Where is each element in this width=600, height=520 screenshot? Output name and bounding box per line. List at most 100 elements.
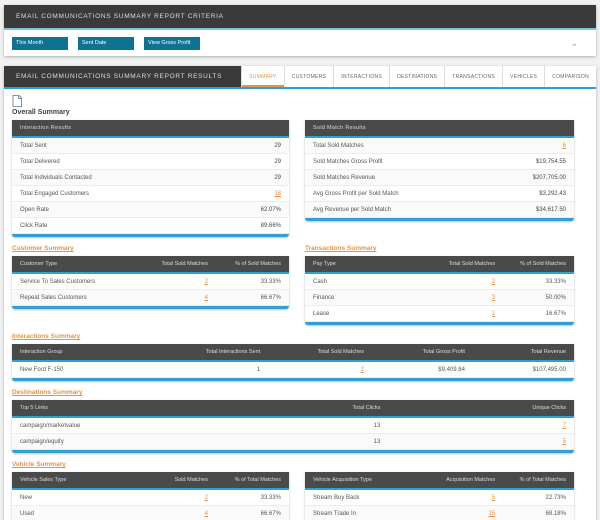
chevron-down-icon[interactable]: ⌄: [570, 37, 578, 48]
cell: 13: [373, 438, 381, 445]
cell: Used: [20, 510, 35, 517]
row-value: 89.66%: [260, 222, 281, 229]
tab-customers[interactable]: CUSTOMERS: [283, 66, 334, 87]
transactions-summary-link[interactable]: Transactions Summary: [305, 245, 377, 252]
cell: New Ford F-150: [20, 366, 64, 373]
table-row: Service To Sales Customers 2 33.33%: [12, 274, 289, 290]
criteria-accent-line: [4, 28, 596, 30]
col-header: % of Total Matches: [234, 477, 281, 483]
matches-link[interactable]: 2: [360, 366, 364, 373]
row-label: Sold Matches Gross Profit: [313, 158, 383, 165]
table-row: Total Sold Matches 6: [305, 138, 574, 154]
customer-transactions-band: Customer Summary Customer Type Total Sol…: [12, 237, 574, 325]
col-header: Total Sold Matches: [161, 261, 208, 267]
total-sold-matches-link[interactable]: 6: [562, 142, 566, 149]
cell: 22.73%: [545, 494, 566, 501]
tab-comparison[interactable]: COMPARISON: [544, 66, 596, 87]
table-header: Pay Type Total Sold Matches % of Sold Ma…: [305, 256, 574, 272]
col-header: Total Gross Profit: [422, 349, 465, 355]
table-header: Customer Type Total Sold Matches % of So…: [12, 256, 289, 272]
table-row: Click Rate 89.66%: [12, 218, 289, 234]
row-label: Total Sold Matches: [313, 142, 364, 149]
row-label: Total Delivered: [20, 158, 60, 165]
cell: 16.67%: [545, 310, 566, 317]
destinations-summary-link[interactable]: Destinations Summary: [12, 389, 83, 396]
destinations-summary-table: Top 5 Links Total Clicks Unique Clicks c…: [12, 400, 574, 453]
matches-link[interactable]: 1: [491, 310, 496, 317]
matches-link[interactable]: 5: [491, 494, 496, 501]
vehicle-acquisition-table: Vehicle Acquisition Type Acquisition Mat…: [305, 472, 574, 520]
results-content: Overall Summary Interaction Results Tota…: [12, 94, 574, 520]
col-header: Total Sold Matches: [448, 261, 496, 267]
cell: Cash: [313, 278, 328, 285]
customer-summary-table: Customer Type Total Sold Matches % of So…: [12, 256, 289, 309]
results-panel: EMAIL COMMUNICATIONS SUMMARY REPORT RESU…: [4, 66, 596, 520]
cell: 33.33%: [260, 494, 281, 501]
cell: campaign/marketvalue: [20, 422, 81, 429]
filter-sent-date[interactable]: Sent Date: [78, 36, 134, 50]
overall-summary-heading: Overall Summary: [12, 109, 70, 116]
matches-link[interactable]: 2: [204, 278, 208, 285]
cell: campaign/equity: [20, 438, 64, 445]
matches-link[interactable]: 2: [204, 494, 208, 501]
table-header: Vehicle Sales Type Sold Matches % of Tot…: [12, 472, 289, 488]
table-row: Repeat Sales Customers 4 66.67%: [12, 290, 289, 306]
row-value: 29: [274, 158, 281, 165]
engaged-customers-link[interactable]: 18: [274, 190, 281, 197]
table-row: Stream Buy Back 5 22.73%: [305, 490, 574, 506]
row-label: Open Rate: [20, 206, 50, 213]
tab-interactions[interactable]: INTERACTIONS: [333, 66, 389, 87]
card-accent-line: [305, 272, 574, 274]
col-header: Pay Type: [313, 261, 336, 267]
cell: $9,409.84: [438, 366, 465, 373]
col-header: Interaction Group: [20, 349, 63, 355]
table-row: Avg Gross Profit per Sold Match $3,292.43: [305, 186, 574, 202]
vehicle-summary-link[interactable]: Vehicle Summary: [12, 461, 66, 468]
results-accent-line: [4, 87, 596, 89]
filter-this-month[interactable]: This Month: [12, 36, 68, 50]
cell: Finance: [313, 294, 335, 301]
cell: 1: [256, 366, 261, 373]
card-accent-line: [305, 136, 574, 138]
card-accent-line: [12, 416, 574, 418]
matches-link[interactable]: 3: [491, 294, 496, 301]
table-row: New Ford F-150 1 2 $9,409.84 $107,495.00: [12, 362, 574, 378]
col-header: Total Interactions Sent: [205, 349, 261, 355]
col-header: Top 5 Links: [20, 405, 48, 411]
export-report-icon[interactable]: [12, 94, 23, 107]
overall-cards: Interaction Results Total Sent 29 Total D…: [12, 120, 574, 237]
matches-link[interactable]: 2: [491, 278, 496, 285]
unique-clicks-link[interactable]: 7: [562, 422, 566, 429]
interactions-summary-link[interactable]: Interactions Summary: [12, 333, 81, 340]
card-accent-line: [12, 360, 574, 362]
table-row: Total Engaged Customers 18: [12, 186, 289, 202]
table-row: Total Sent 29: [12, 138, 289, 154]
tab-transactions[interactable]: TRANSACTIONS: [444, 66, 502, 87]
row-value: 29: [274, 174, 281, 181]
matches-link[interactable]: 4: [204, 510, 208, 517]
results-header-bar: EMAIL COMMUNICATIONS SUMMARY REPORT RESU…: [4, 66, 596, 87]
customer-summary-link[interactable]: Customer Summary: [12, 245, 74, 252]
col-header: Acquisition Matches: [446, 477, 496, 483]
matches-link[interactable]: 4: [204, 294, 208, 301]
criteria-title: EMAIL COMMUNICATIONS SUMMARY REPORT CRIT…: [16, 13, 224, 20]
row-label: Total Engaged Customers: [20, 190, 90, 197]
table-row: Total Delivered 29: [12, 154, 289, 170]
col-header: Vehicle Acquisition Type: [313, 477, 372, 483]
row-label: Total Sent: [20, 142, 47, 149]
table-row: Used 4 66.67%: [12, 506, 289, 520]
tab-vehicles[interactable]: VEHICLES: [502, 66, 544, 87]
tab-summary[interactable]: SUMMARY: [241, 66, 284, 87]
tab-destinations[interactable]: DESTINATIONS: [389, 66, 444, 87]
cell: Stream Buy Back: [313, 494, 360, 501]
cell: 50.00%: [545, 294, 566, 301]
table-header: Vehicle Acquisition Type Acquisition Mat…: [305, 472, 574, 488]
cell: 13: [373, 422, 381, 429]
unique-clicks-link[interactable]: 5: [562, 438, 566, 445]
col-header: % of Total Matches: [519, 477, 566, 483]
row-value: $3,292.43: [539, 190, 566, 197]
col-header: Total Sold Matches: [317, 349, 364, 355]
matches-link[interactable]: 15: [488, 510, 496, 517]
filter-view-gross-profit[interactable]: View Gross Profit: [144, 36, 200, 50]
